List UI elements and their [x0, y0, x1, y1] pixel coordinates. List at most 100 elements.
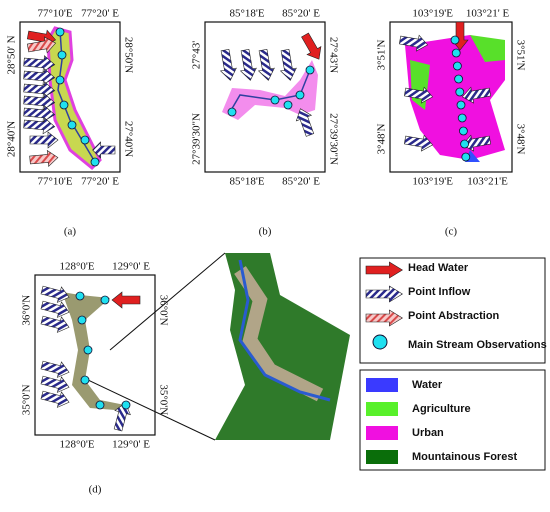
legend-label: Point Inflow: [408, 286, 471, 298]
lat-label: 35°0'N: [21, 384, 33, 415]
arrow: [23, 81, 56, 99]
observation: [80, 135, 90, 145]
observation: [80, 375, 90, 385]
observation: [270, 95, 280, 105]
observation: [451, 48, 461, 58]
map-frame: [389, 21, 513, 173]
landuse-swatch: [366, 450, 398, 464]
legend-label: Agriculture: [412, 403, 471, 415]
arrow: [403, 134, 434, 152]
observation: [450, 35, 460, 45]
caption: (c): [445, 226, 458, 238]
observation: [295, 90, 305, 100]
lat-label: 3°51'N: [514, 40, 526, 71]
arrow: [40, 375, 70, 393]
arrow: [40, 390, 70, 408]
lat-label: 36°0'N: [21, 295, 33, 326]
arrow: [23, 117, 56, 135]
lat-label: 28°40'N: [6, 121, 18, 157]
legend-label: Water: [412, 379, 443, 391]
lon-label: 77°10'E: [37, 8, 72, 20]
observation: [458, 126, 468, 136]
landuse-swatch: [366, 426, 398, 440]
lat-label: 28°50'N: [122, 37, 134, 73]
arrow: [40, 300, 70, 318]
observation: [227, 107, 237, 117]
observation: [305, 65, 315, 75]
lat-label: 35°0'N: [157, 384, 169, 415]
arrow: [40, 360, 70, 378]
observation: [55, 27, 65, 37]
arrow: [398, 34, 429, 52]
observation: [77, 315, 87, 325]
arrow: [257, 48, 275, 81]
lon-label: 77°20' E: [81, 8, 119, 20]
arrow: [23, 93, 56, 111]
lon-label: 128°0'E: [59, 439, 94, 451]
arrow: [239, 48, 257, 81]
arrow: [23, 68, 56, 86]
observation: [457, 113, 467, 123]
lon-label: 129°0' E: [112, 261, 150, 273]
lon-label: 128°0'E: [59, 261, 94, 273]
observation: [83, 345, 93, 355]
arrow: [219, 48, 237, 81]
urban-area: [405, 35, 505, 160]
arrow: [301, 32, 322, 60]
map-frame: [34, 274, 156, 436]
agriculture-area: [470, 35, 505, 62]
river-area: [222, 60, 318, 120]
observation: [121, 400, 131, 410]
lon-label: 103°19'E: [412, 8, 453, 20]
observation: [455, 87, 465, 97]
observation: [90, 157, 100, 167]
arrow: [365, 261, 403, 279]
zoom-line: [109, 252, 226, 351]
lon-label: 129°0' E: [112, 439, 150, 451]
observation: [456, 100, 466, 110]
observation: [75, 291, 85, 301]
arrow: [461, 86, 492, 104]
river-area: [62, 292, 125, 410]
zoom-line: [87, 379, 216, 441]
arrow: [23, 105, 56, 123]
lat-label: 36°0'N: [157, 295, 169, 326]
zoom-map: [215, 253, 350, 440]
arrow: [403, 86, 434, 104]
lon-label: 103°21' E: [466, 8, 510, 20]
map-frame: [19, 21, 121, 173]
caption: (b): [259, 226, 272, 238]
water-river: [238, 259, 331, 402]
arrow: [92, 141, 116, 159]
lat-label: 27°39'30"N: [327, 113, 339, 165]
arrow: [40, 285, 70, 303]
arrow: [29, 149, 59, 168]
lon-label: 77°10'E: [37, 176, 72, 188]
arrow: [23, 55, 56, 73]
arrow: [111, 291, 141, 309]
observation: [67, 120, 77, 130]
caption: (a): [64, 226, 77, 238]
legend-label: Main Stream Observations: [408, 339, 547, 351]
observation: [59, 100, 69, 110]
lon-label: 85°20' E: [282, 176, 320, 188]
arrow: [279, 48, 297, 81]
lat-label: 27°43'N: [327, 37, 339, 73]
observation: [454, 74, 464, 84]
urban-area: [234, 266, 324, 402]
legend-landuse: Water Agriculture Urban Mountainous Forest: [359, 369, 546, 471]
observation: [283, 100, 293, 110]
lat-label: 3°48'N: [376, 124, 388, 155]
legend-features: Head Water Point Inflow Point Abstraction M…: [359, 257, 547, 364]
caption: (d): [89, 484, 102, 496]
legend-label: Head Water: [408, 262, 469, 274]
lon-label: 85°18'E: [229, 176, 264, 188]
lat-label: 28°50' N: [6, 35, 18, 74]
lat-label: 3°48'N: [514, 124, 526, 155]
observation: [461, 152, 471, 162]
lon-label: 103°19'E: [412, 176, 453, 188]
lat-label: 3°51'N: [376, 40, 388, 71]
landuse-swatch: [366, 402, 398, 416]
legend-label: Point Abstraction: [408, 310, 500, 322]
